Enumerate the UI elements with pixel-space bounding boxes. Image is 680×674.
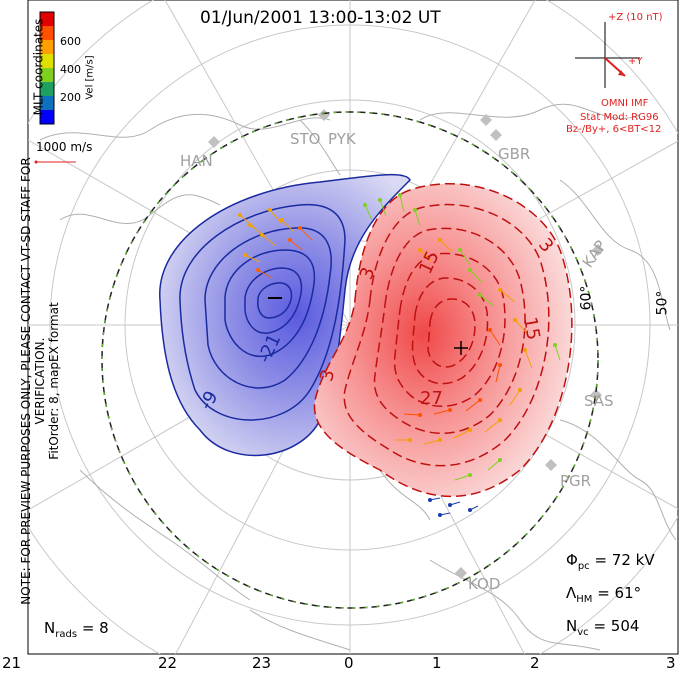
velocity-colorbar (39, 11, 55, 125)
stat-phi-value: = 72 kV (594, 551, 655, 569)
station-label-sto: STO (290, 130, 321, 148)
imf-clock-dial (575, 22, 640, 88)
stat-lambda-symbol: Λ (566, 584, 577, 602)
stat-n-vc: Nvc = 504 (566, 617, 639, 638)
verification-note: NOTE: FOR PREVIEW PURPOSES ONLY, PLEASE … (19, 121, 61, 641)
stat-lambda-hm: ΛHM = 61° (566, 584, 641, 605)
mlt-tick-0: 0 (344, 654, 354, 672)
reference-vector-label: 1000 m/s (36, 140, 93, 154)
stat-n-rads: Nrads = 8 (44, 619, 109, 640)
hm-boundary-green (101, 111, 599, 609)
station-label-sas: SAS (584, 392, 614, 410)
stat-n-rads-value: = 8 (81, 619, 109, 637)
contour-label-pos-15b: 15 (519, 315, 544, 342)
stat-phi-symbol: Φ (566, 551, 578, 569)
station-label-kod: KOD (468, 575, 501, 593)
station-markers (208, 109, 604, 579)
reference-vector (34, 160, 76, 164)
imf-y-label: +Y (628, 56, 643, 67)
colorbar-tick-200: 200 (60, 91, 81, 104)
plot-frame (27, 0, 679, 655)
station-label-pgr: PGR (560, 472, 592, 490)
latitude-label-60: 60° (578, 285, 595, 311)
imf-z-label: +Z (10 nT) (608, 12, 663, 23)
stat-nvc-value: = 504 (593, 617, 640, 635)
stat-model: Stat Mod: RG96 (580, 112, 659, 123)
mlt-tick-22: 22 (158, 654, 178, 672)
latitude-label-50: 50° (654, 290, 671, 316)
verification-note-text: NOTE: FOR PREVIEW PURPOSES ONLY, PLEASE … (19, 157, 47, 605)
imf-condition: Bz-/By+, 6<BT<12 (566, 124, 662, 135)
station-label-han: HAN (180, 152, 213, 170)
mlt-tick-1: 1 (432, 654, 442, 672)
stat-n-rads-sub: rads (55, 629, 78, 640)
stat-phi-sub: pc (577, 561, 590, 572)
colorbar-tick-600: 600 (60, 35, 81, 48)
map-title: 01/Jun/2001 13:00-13:02 UT (200, 8, 441, 28)
station-label-pyk: PYK (328, 130, 356, 148)
mlt-tick-2: 2 (530, 654, 540, 672)
velocity-vectors (238, 193, 561, 517)
colorbar-tick-400: 400 (60, 63, 81, 76)
stat-lambda-sub: HM (576, 594, 593, 605)
coordinate-system-label: MLT coordinates (31, 18, 46, 116)
stat-nvc-sub: vc (577, 627, 589, 638)
colorbar-label: Vel [m/s] (84, 55, 96, 100)
mlt-tick-23: 23 (252, 654, 272, 672)
mlt-tick-3: 3 (666, 654, 676, 672)
fit-order-note: FitOrder: 8, mapEX format (47, 302, 61, 460)
stat-phi-pc: Φpc = 72 kV (566, 551, 655, 572)
station-label-gbr: GBR (498, 145, 531, 163)
negative-potential-cell (159, 173, 411, 457)
positive-potential-cell (313, 182, 573, 498)
stat-lambda-value: = 61° (597, 584, 642, 602)
contour-label-pos-27: 27 (420, 388, 443, 409)
imf-source: OMNI IMF (601, 98, 649, 109)
stat-nvc-symbol: N (566, 617, 578, 635)
mlt-tick-21: 21 (2, 654, 22, 672)
stat-n-rads-symbol: N (44, 619, 56, 637)
